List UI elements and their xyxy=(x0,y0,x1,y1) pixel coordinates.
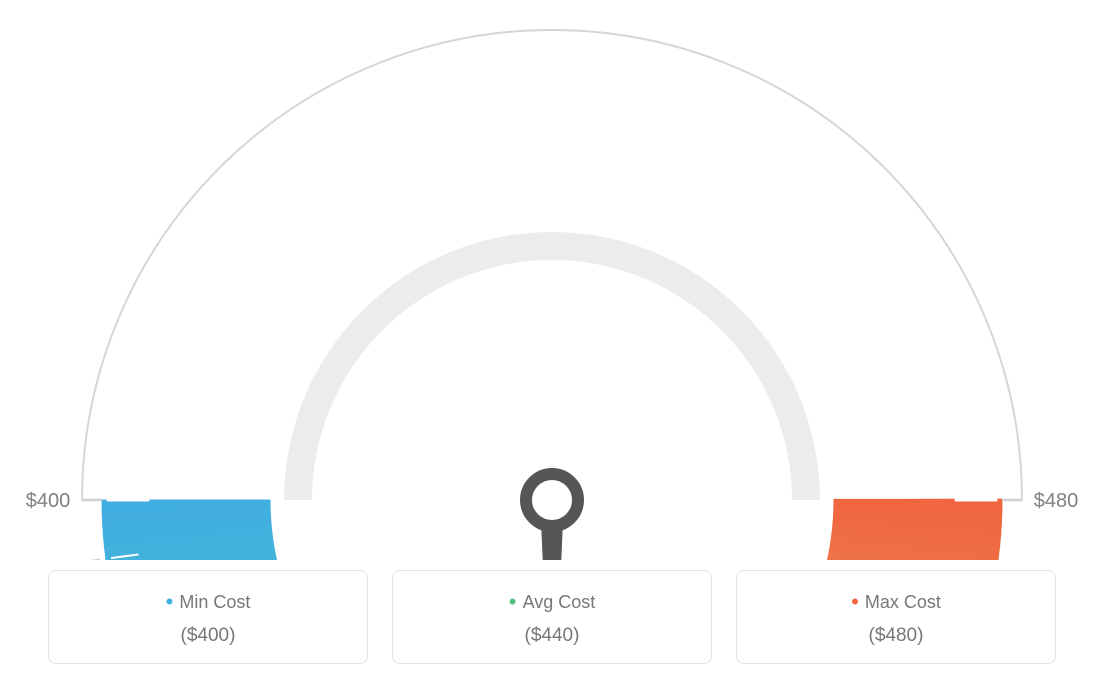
legend-card-min: Min Cost ($400) xyxy=(48,570,368,664)
legend-row: Min Cost ($400) Avg Cost ($440) Max Cost… xyxy=(0,570,1104,664)
gauge-inner-ring xyxy=(284,232,820,500)
legend-title-avg: Avg Cost xyxy=(403,589,701,615)
legend-value-avg: ($440) xyxy=(403,625,701,647)
gauge-needle-hub xyxy=(526,474,578,526)
tick-label: $480 xyxy=(1034,490,1079,512)
gauge-outer-arc xyxy=(82,30,1022,500)
legend-title-max: Max Cost xyxy=(747,589,1045,615)
legend-card-max: Max Cost ($480) xyxy=(736,570,1056,664)
tick-label: $400 xyxy=(26,490,71,512)
gauge-chart: $400$410$420$440$453$466$480 xyxy=(0,0,1104,560)
legend-value-min: ($400) xyxy=(59,625,357,647)
gauge-container: $400$410$420$440$453$466$480 xyxy=(0,0,1104,560)
legend-value-max: ($480) xyxy=(747,625,1045,647)
legend-card-avg: Avg Cost ($440) xyxy=(392,570,712,664)
legend-title-min: Min Cost xyxy=(59,589,357,615)
